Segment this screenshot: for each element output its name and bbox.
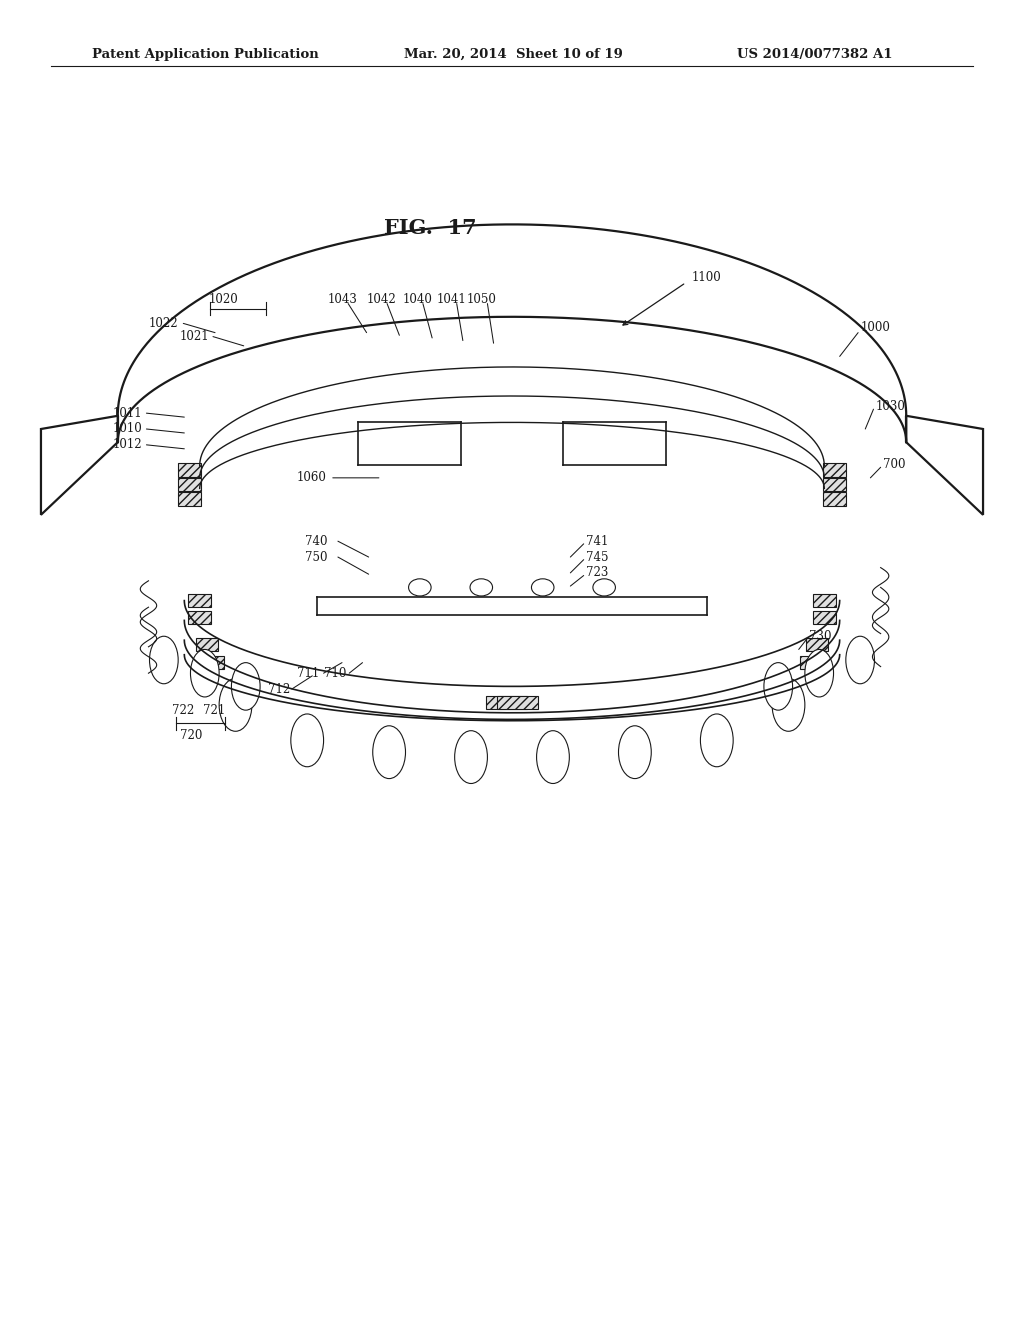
FancyBboxPatch shape <box>800 656 822 669</box>
Ellipse shape <box>700 714 733 767</box>
Ellipse shape <box>805 649 834 697</box>
Ellipse shape <box>409 578 431 597</box>
Text: 1012: 1012 <box>113 438 142 451</box>
Ellipse shape <box>764 663 793 710</box>
Text: 1100: 1100 <box>691 271 721 284</box>
Text: 1041: 1041 <box>436 293 466 306</box>
Text: 700: 700 <box>883 458 905 471</box>
Ellipse shape <box>373 726 406 779</box>
Ellipse shape <box>291 714 324 767</box>
Text: 1011: 1011 <box>113 407 142 420</box>
FancyBboxPatch shape <box>823 492 846 506</box>
Text: Mar. 20, 2014  Sheet 10 of 19: Mar. 20, 2014 Sheet 10 of 19 <box>404 48 624 61</box>
Text: US 2014/0077382 A1: US 2014/0077382 A1 <box>737 48 893 61</box>
Text: 1030: 1030 <box>876 400 905 413</box>
Ellipse shape <box>618 726 651 779</box>
Ellipse shape <box>455 731 487 784</box>
FancyBboxPatch shape <box>823 463 846 477</box>
Text: 1060: 1060 <box>297 471 327 484</box>
FancyBboxPatch shape <box>813 594 836 607</box>
Ellipse shape <box>531 578 554 597</box>
Text: 711: 711 <box>297 667 319 680</box>
Text: 1042: 1042 <box>367 293 396 306</box>
Text: FIG.  17: FIG. 17 <box>384 218 476 238</box>
Ellipse shape <box>470 578 493 597</box>
Ellipse shape <box>219 678 252 731</box>
Text: 712: 712 <box>268 682 291 696</box>
Text: 1010: 1010 <box>113 422 142 436</box>
Text: 1000: 1000 <box>860 321 890 334</box>
FancyBboxPatch shape <box>188 594 211 607</box>
FancyBboxPatch shape <box>188 611 211 624</box>
Text: 1020: 1020 <box>208 293 239 306</box>
Ellipse shape <box>190 649 219 697</box>
Text: 730: 730 <box>809 630 831 643</box>
Text: 1043: 1043 <box>328 293 357 306</box>
Ellipse shape <box>772 678 805 731</box>
FancyBboxPatch shape <box>497 696 538 709</box>
Text: 745: 745 <box>586 550 608 564</box>
Text: 741: 741 <box>586 535 608 548</box>
Text: 1050: 1050 <box>467 293 497 306</box>
Text: 1022: 1022 <box>148 317 178 330</box>
FancyBboxPatch shape <box>806 638 828 651</box>
FancyBboxPatch shape <box>178 463 201 477</box>
Text: 723: 723 <box>586 566 608 579</box>
FancyBboxPatch shape <box>178 492 201 506</box>
Text: 750: 750 <box>305 550 328 564</box>
Text: 722: 722 <box>172 704 195 717</box>
FancyBboxPatch shape <box>196 638 218 651</box>
Text: Patent Application Publication: Patent Application Publication <box>92 48 318 61</box>
FancyBboxPatch shape <box>178 478 201 491</box>
Text: 1021: 1021 <box>179 330 209 343</box>
Ellipse shape <box>593 578 615 597</box>
Text: 740: 740 <box>305 535 328 548</box>
Ellipse shape <box>537 731 569 784</box>
FancyBboxPatch shape <box>486 696 527 709</box>
Ellipse shape <box>846 636 874 684</box>
Text: 720: 720 <box>180 729 203 742</box>
Ellipse shape <box>231 663 260 710</box>
FancyBboxPatch shape <box>813 611 836 624</box>
FancyBboxPatch shape <box>202 656 224 669</box>
Text: 721: 721 <box>203 704 225 717</box>
Text: 710: 710 <box>324 667 346 680</box>
Text: 1040: 1040 <box>402 293 432 306</box>
FancyBboxPatch shape <box>823 478 846 491</box>
Ellipse shape <box>150 636 178 684</box>
